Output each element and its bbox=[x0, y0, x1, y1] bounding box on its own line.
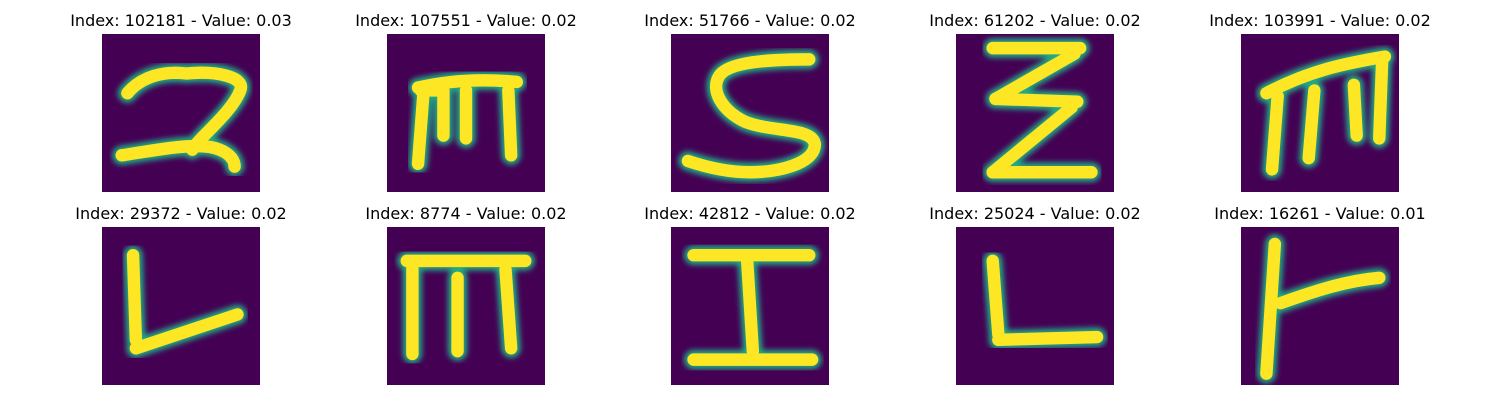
sample-glyph-image bbox=[956, 34, 1114, 192]
sample-cell: Index: 42812 - Value: 0.02 bbox=[608, 193, 893, 383]
sample-glyph-image bbox=[102, 34, 260, 192]
sample-title: Index: 102181 - Value: 0.03 bbox=[39, 11, 324, 30]
sample-title: Index: 16261 - Value: 0.01 bbox=[1178, 204, 1463, 223]
sample-title: Index: 42812 - Value: 0.02 bbox=[608, 204, 893, 223]
sample-cell: Index: 103991 - Value: 0.02 bbox=[1178, 0, 1463, 190]
sample-cell: Index: 102181 - Value: 0.03 bbox=[39, 0, 324, 190]
sample-glyph-image bbox=[1241, 34, 1399, 192]
sample-title: Index: 61202 - Value: 0.02 bbox=[893, 11, 1178, 30]
sample-glyph-image bbox=[387, 34, 545, 192]
sample-glyph-image bbox=[102, 227, 260, 385]
sample-glyph-image bbox=[1241, 227, 1399, 385]
sample-title: Index: 51766 - Value: 0.02 bbox=[608, 11, 893, 30]
sample-glyph-image bbox=[956, 227, 1114, 385]
sample-cell: Index: 107551 - Value: 0.02 bbox=[324, 0, 609, 190]
sample-cell: Index: 51766 - Value: 0.02 bbox=[608, 0, 893, 190]
sample-glyph-image bbox=[671, 227, 829, 385]
sample-title: Index: 107551 - Value: 0.02 bbox=[324, 11, 609, 30]
sample-cell: Index: 8774 - Value: 0.02 bbox=[324, 193, 609, 383]
sample-glyph-image bbox=[671, 34, 829, 192]
sample-title: Index: 103991 - Value: 0.02 bbox=[1178, 11, 1463, 30]
sample-glyph-image bbox=[387, 227, 545, 385]
sample-cell: Index: 25024 - Value: 0.02 bbox=[893, 193, 1178, 383]
sample-cell: Index: 29372 - Value: 0.02 bbox=[39, 193, 324, 383]
sample-title: Index: 8774 - Value: 0.02 bbox=[324, 204, 609, 223]
sample-cell: Index: 16261 - Value: 0.01 bbox=[1178, 193, 1463, 383]
sample-title: Index: 25024 - Value: 0.02 bbox=[893, 204, 1178, 223]
sample-cell: Index: 61202 - Value: 0.02 bbox=[893, 0, 1178, 190]
sample-title: Index: 29372 - Value: 0.02 bbox=[39, 204, 324, 223]
image-background bbox=[956, 227, 1114, 385]
